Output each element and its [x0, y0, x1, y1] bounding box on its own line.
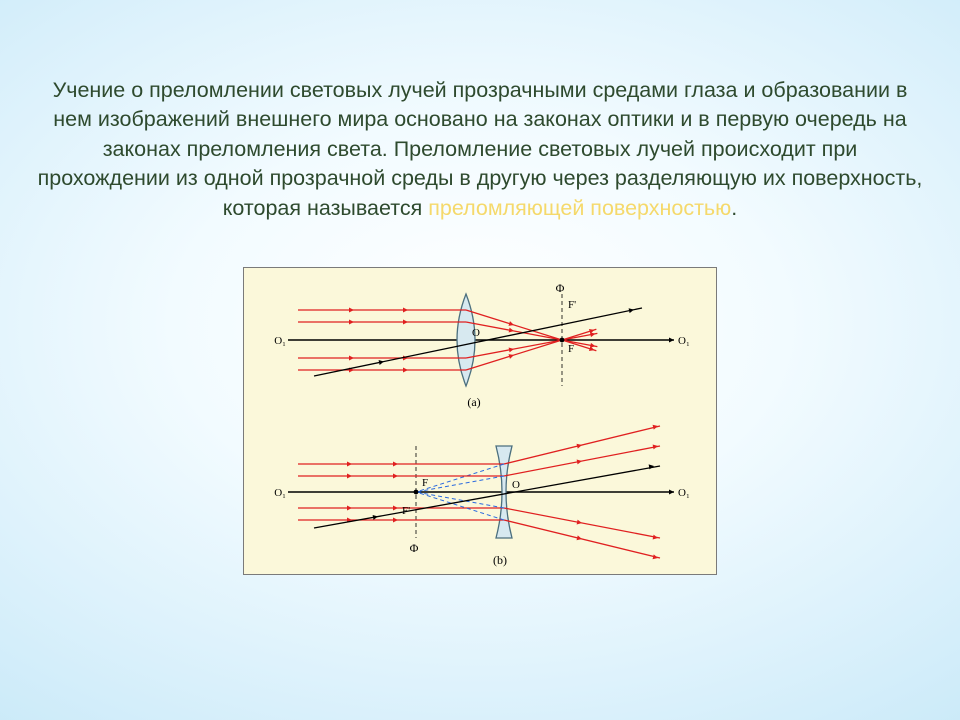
- main-paragraph: Учение о преломлении световых лучей проз…: [36, 76, 924, 224]
- svg-text:F': F': [568, 299, 576, 311]
- svg-text:Φ: Φ: [410, 541, 419, 555]
- svg-text:(b): (b): [493, 553, 507, 567]
- slide: Учение о преломлении световых лучей проз…: [0, 0, 960, 720]
- svg-text:Φ: Φ: [556, 281, 565, 295]
- highlight-term: преломляющей поверхностью: [428, 196, 731, 220]
- svg-text:O₁: O₁: [678, 487, 690, 499]
- body-tail: .: [731, 196, 737, 220]
- svg-text:F': F': [402, 505, 410, 517]
- svg-text:F: F: [568, 343, 574, 355]
- svg-text:O₁: O₁: [274, 335, 286, 347]
- svg-text:O: O: [512, 479, 520, 491]
- svg-text:O₁: O₁: [678, 335, 690, 347]
- svg-text:F: F: [422, 477, 428, 489]
- svg-text:O₁: O₁: [274, 487, 286, 499]
- optics-diagram: O₁O₁OFF'Φ(a)F'FΦO₁O₁O(b): [243, 267, 717, 575]
- svg-text:O: O: [472, 327, 480, 339]
- svg-text:(a): (a): [467, 395, 480, 409]
